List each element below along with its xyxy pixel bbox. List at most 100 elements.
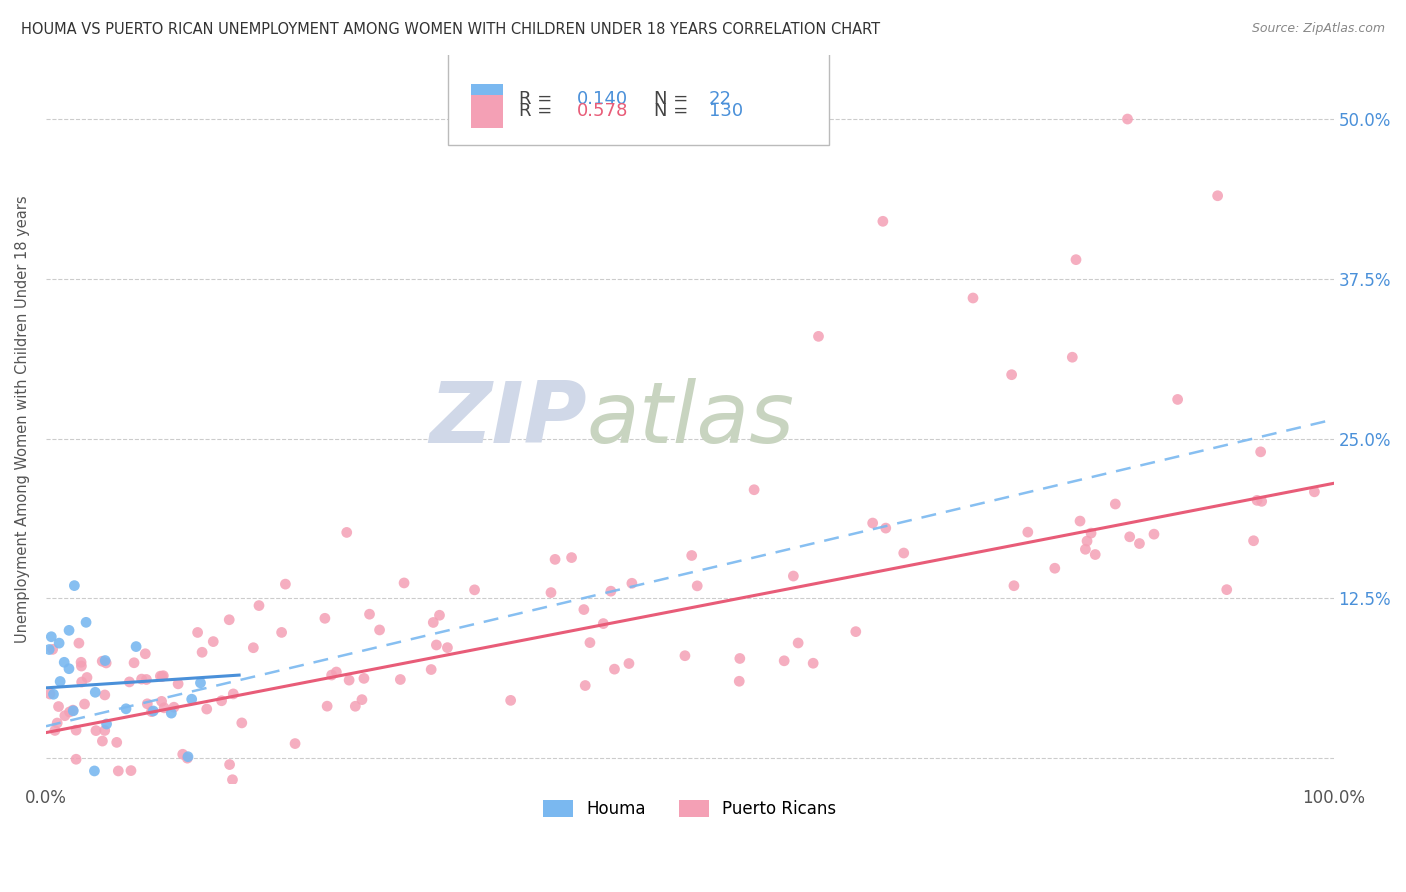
Point <box>728 674 751 689</box>
Point <box>325 665 347 679</box>
Point <box>1250 445 1272 459</box>
Point <box>1250 494 1272 508</box>
FancyBboxPatch shape <box>471 84 503 117</box>
Point <box>195 702 218 716</box>
Point <box>242 640 264 655</box>
Point <box>84 723 107 738</box>
Point <box>962 291 984 305</box>
Point <box>540 585 562 599</box>
Point <box>191 645 214 659</box>
Point <box>337 673 360 687</box>
Text: 130: 130 <box>709 103 744 120</box>
Point <box>70 675 93 690</box>
Point <box>150 694 173 708</box>
Point <box>574 679 596 693</box>
Point <box>94 688 117 702</box>
Point <box>105 735 128 749</box>
Point <box>599 584 621 599</box>
Point <box>149 669 172 683</box>
Text: 0.140: 0.140 <box>576 90 627 108</box>
Point <box>125 640 148 654</box>
Point <box>41 642 63 657</box>
Legend: Houma, Puerto Ricans: Houma, Puerto Ricans <box>534 791 845 826</box>
Point <box>464 582 486 597</box>
Point <box>425 638 447 652</box>
Text: N =: N = <box>654 103 693 120</box>
Point <box>153 701 176 715</box>
Point <box>91 734 114 748</box>
Point <box>180 692 202 706</box>
Point <box>807 329 830 343</box>
Point <box>1002 579 1025 593</box>
Point <box>58 624 80 638</box>
Point <box>135 673 157 687</box>
Point <box>65 752 87 766</box>
Point <box>70 655 93 669</box>
Point <box>561 550 583 565</box>
Point <box>46 716 69 731</box>
Point <box>83 764 105 778</box>
Point <box>76 671 98 685</box>
Point <box>118 674 141 689</box>
Point <box>70 659 93 673</box>
Point <box>420 663 443 677</box>
FancyBboxPatch shape <box>471 95 503 128</box>
Point <box>202 634 225 648</box>
Point <box>48 636 70 650</box>
Point <box>572 602 595 616</box>
Point <box>67 636 90 650</box>
Point <box>58 662 80 676</box>
Point <box>62 703 84 717</box>
Point <box>218 613 240 627</box>
Point <box>1080 526 1102 541</box>
Point <box>218 757 240 772</box>
Point <box>58 705 80 719</box>
Point <box>620 576 643 591</box>
Point <box>120 764 142 778</box>
Point <box>122 656 145 670</box>
Point <box>1128 536 1150 550</box>
Point <box>1062 350 1084 364</box>
Point <box>1116 112 1139 126</box>
Text: ZIP: ZIP <box>429 378 586 461</box>
Point <box>686 579 709 593</box>
Point <box>1216 582 1239 597</box>
Point <box>875 521 897 535</box>
Point <box>211 694 233 708</box>
Point <box>389 673 412 687</box>
Point <box>1084 548 1107 562</box>
Point <box>1246 493 1268 508</box>
Point <box>801 657 824 671</box>
Point <box>94 654 117 668</box>
Point <box>75 615 97 630</box>
Point <box>1118 530 1140 544</box>
Point <box>436 640 458 655</box>
Point <box>845 624 868 639</box>
FancyBboxPatch shape <box>447 45 828 145</box>
Point <box>163 700 186 714</box>
Point <box>603 662 626 676</box>
Point <box>115 702 138 716</box>
Point <box>681 549 703 563</box>
Point <box>872 214 894 228</box>
Text: atlas: atlas <box>586 378 794 461</box>
Point <box>63 579 86 593</box>
Point <box>176 751 198 765</box>
Point <box>1043 561 1066 575</box>
Point <box>284 737 307 751</box>
Point <box>787 636 810 650</box>
Point <box>150 669 173 683</box>
Point <box>862 516 884 530</box>
Point <box>617 657 640 671</box>
Point <box>152 669 174 683</box>
Text: 22: 22 <box>709 90 733 108</box>
Point <box>336 525 359 540</box>
Point <box>728 651 751 665</box>
Point <box>1076 534 1098 549</box>
Point <box>38 642 60 657</box>
Point <box>91 654 114 668</box>
Point <box>53 655 76 669</box>
Text: HOUMA VS PUERTO RICAN UNEMPLOYMENT AMONG WOMEN WITH CHILDREN UNDER 18 YEARS CORR: HOUMA VS PUERTO RICAN UNEMPLOYMENT AMONG… <box>21 22 880 37</box>
Point <box>893 546 915 560</box>
Point <box>499 693 522 707</box>
